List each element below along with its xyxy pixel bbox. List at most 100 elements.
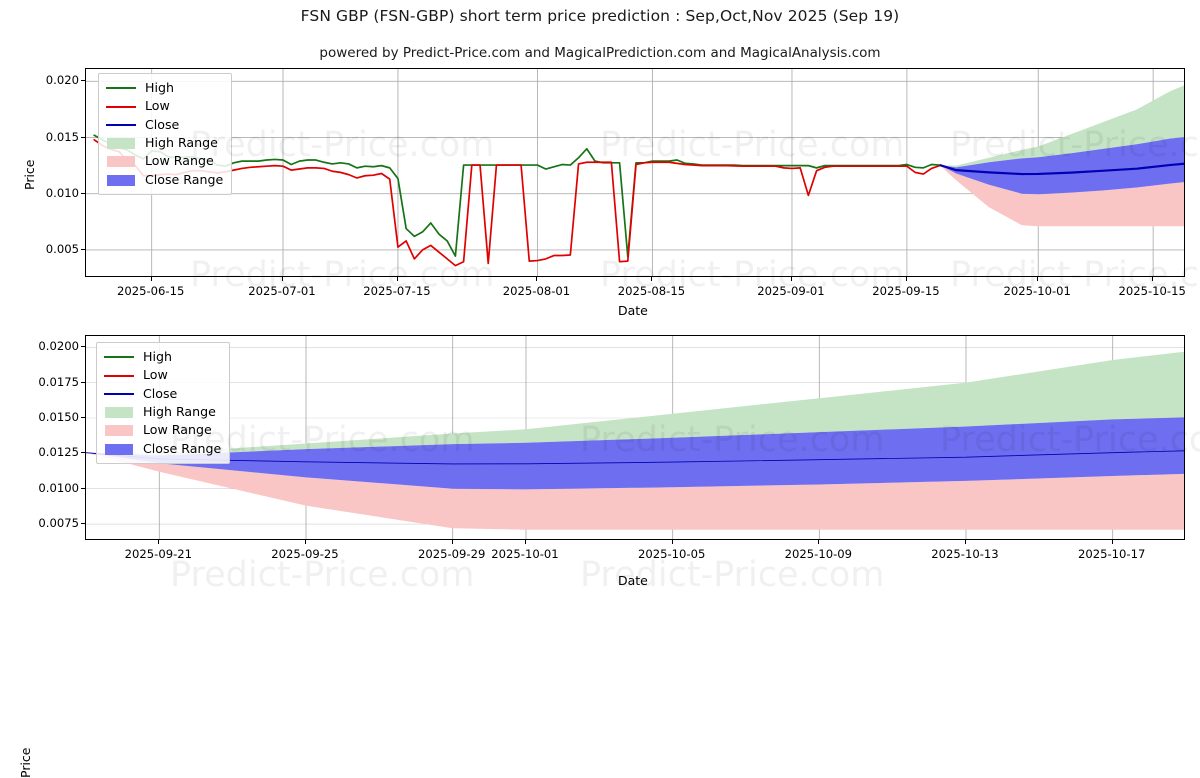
x-tick-label: 2025-09-01 bbox=[757, 284, 824, 298]
legend-swatch-low-icon bbox=[106, 100, 136, 114]
x-tick-label: 2025-10-13 bbox=[931, 547, 998, 561]
legend-swatch-low-range-icon bbox=[106, 155, 136, 169]
legend-label: Close Range bbox=[143, 443, 221, 456]
legend-item-high-range[interactable]: High Range bbox=[104, 403, 221, 421]
y-tick-label: 0.020 bbox=[23, 73, 79, 87]
legend-item-high-range[interactable]: High Range bbox=[106, 134, 223, 152]
x-tick-label: 2025-10-17 bbox=[1078, 547, 1145, 561]
y-tick-label: 0.010 bbox=[23, 186, 79, 200]
legend-swatch-close-range-icon bbox=[104, 442, 134, 456]
legend-label: Low Range bbox=[145, 155, 214, 168]
x-tick-mark bbox=[282, 277, 283, 281]
legend-label: High bbox=[145, 82, 174, 95]
legend-item-low[interactable]: Low bbox=[106, 97, 223, 115]
legend-item-close[interactable]: Close bbox=[104, 385, 221, 403]
legend-label: Low Range bbox=[143, 424, 212, 437]
overview-plot-svg bbox=[86, 69, 1185, 277]
legend-swatch-high-icon bbox=[104, 350, 134, 364]
x-tick-label: 2025-07-01 bbox=[248, 284, 315, 298]
x-tick-mark bbox=[672, 540, 673, 544]
legend-swatch-low-range-icon bbox=[104, 424, 134, 438]
x-tick-label: 2025-09-21 bbox=[125, 547, 192, 561]
overview-plot-area bbox=[85, 68, 1185, 277]
x-tick-mark bbox=[906, 277, 907, 281]
legend-item-low-range[interactable]: Low Range bbox=[106, 153, 223, 171]
x-tick-mark bbox=[791, 277, 792, 281]
legend-swatch-close-icon bbox=[106, 118, 136, 132]
y-tick-label: 0.0175 bbox=[23, 375, 79, 389]
y-tick-mark bbox=[81, 523, 85, 524]
y-tick-mark bbox=[81, 382, 85, 383]
y-tick-label: 0.0100 bbox=[23, 481, 79, 495]
legend-item-high[interactable]: High bbox=[104, 348, 221, 366]
legend-label: Low bbox=[143, 369, 168, 382]
x-tick-label: 2025-06-15 bbox=[117, 284, 184, 298]
overview-x-axis-label: Date bbox=[618, 303, 648, 318]
x-tick-label: 2025-08-01 bbox=[503, 284, 570, 298]
y-tick-label: 0.0200 bbox=[23, 339, 79, 353]
x-tick-label: 2025-10-01 bbox=[1004, 284, 1071, 298]
x-tick-label: 2025-10-01 bbox=[491, 547, 558, 561]
x-tick-mark bbox=[525, 540, 526, 544]
legend-swatch-close-range-icon bbox=[106, 173, 136, 187]
x-tick-label: 2025-07-15 bbox=[363, 284, 430, 298]
legend-label: Low bbox=[145, 100, 170, 113]
overview-legend: High Low Close High Range Low Range Close Ran… bbox=[98, 73, 232, 195]
y-tick-mark bbox=[81, 193, 85, 194]
x-tick-mark bbox=[818, 540, 819, 544]
x-tick-label: 2025-09-25 bbox=[271, 547, 338, 561]
x-tick-mark bbox=[1152, 277, 1153, 281]
forecast-y-axis-label: Price bbox=[18, 748, 33, 778]
x-tick-mark bbox=[651, 277, 652, 281]
forecast-plot-svg bbox=[86, 336, 1185, 540]
legend-swatch-high-icon bbox=[106, 81, 136, 95]
y-tick-label: 0.005 bbox=[23, 242, 79, 256]
legend-label: Close Range bbox=[145, 174, 223, 187]
forecast-plot-area bbox=[85, 335, 1185, 540]
x-tick-mark bbox=[452, 540, 453, 544]
legend-swatch-close-icon bbox=[104, 387, 134, 401]
x-tick-mark bbox=[158, 540, 159, 544]
x-tick-label: 2025-09-15 bbox=[872, 284, 939, 298]
y-tick-mark bbox=[81, 346, 85, 347]
x-tick-mark bbox=[1037, 277, 1038, 281]
x-tick-mark bbox=[1112, 540, 1113, 544]
x-tick-label: 2025-10-15 bbox=[1118, 284, 1185, 298]
legend-swatch-high-range-icon bbox=[104, 405, 134, 419]
y-tick-label: 0.015 bbox=[23, 130, 79, 144]
x-tick-mark bbox=[536, 277, 537, 281]
legend-label: Close bbox=[143, 388, 177, 401]
y-tick-label: 0.0125 bbox=[23, 445, 79, 459]
legend-item-close[interactable]: Close bbox=[106, 116, 223, 134]
x-tick-mark bbox=[305, 540, 306, 544]
x-tick-label: 2025-08-15 bbox=[618, 284, 685, 298]
legend-label: High bbox=[143, 351, 172, 364]
x-tick-label: 2025-10-05 bbox=[638, 547, 705, 561]
y-tick-mark bbox=[81, 452, 85, 453]
legend-swatch-low-icon bbox=[104, 369, 134, 383]
x-tick-label: 2025-10-09 bbox=[785, 547, 852, 561]
x-tick-label: 2025-09-29 bbox=[418, 547, 485, 561]
y-tick-label: 0.0150 bbox=[23, 410, 79, 424]
legend-label: High Range bbox=[145, 137, 218, 150]
legend-item-close-range[interactable]: Close Range bbox=[106, 171, 223, 189]
forecast-x-axis-label: Date bbox=[618, 573, 648, 588]
y-tick-mark bbox=[81, 417, 85, 418]
forecast-legend: High Low Close High Range Low Range Close Ran… bbox=[96, 342, 230, 464]
y-tick-label: 0.0075 bbox=[23, 516, 79, 530]
legend-label: High Range bbox=[143, 406, 216, 419]
legend-label: Close bbox=[145, 119, 179, 132]
x-tick-mark bbox=[397, 277, 398, 281]
legend-item-close-range[interactable]: Close Range bbox=[104, 440, 221, 458]
y-tick-mark bbox=[81, 249, 85, 250]
legend-item-low-range[interactable]: Low Range bbox=[104, 422, 221, 440]
x-tick-mark bbox=[151, 277, 152, 281]
legend-item-high[interactable]: High bbox=[106, 79, 223, 97]
legend-item-low[interactable]: Low bbox=[104, 366, 221, 384]
y-tick-mark bbox=[81, 80, 85, 81]
y-tick-mark bbox=[81, 137, 85, 138]
chart-page: FSN GBP (FSN-GBP) short term price predi… bbox=[0, 0, 1200, 600]
x-tick-mark bbox=[965, 540, 966, 544]
